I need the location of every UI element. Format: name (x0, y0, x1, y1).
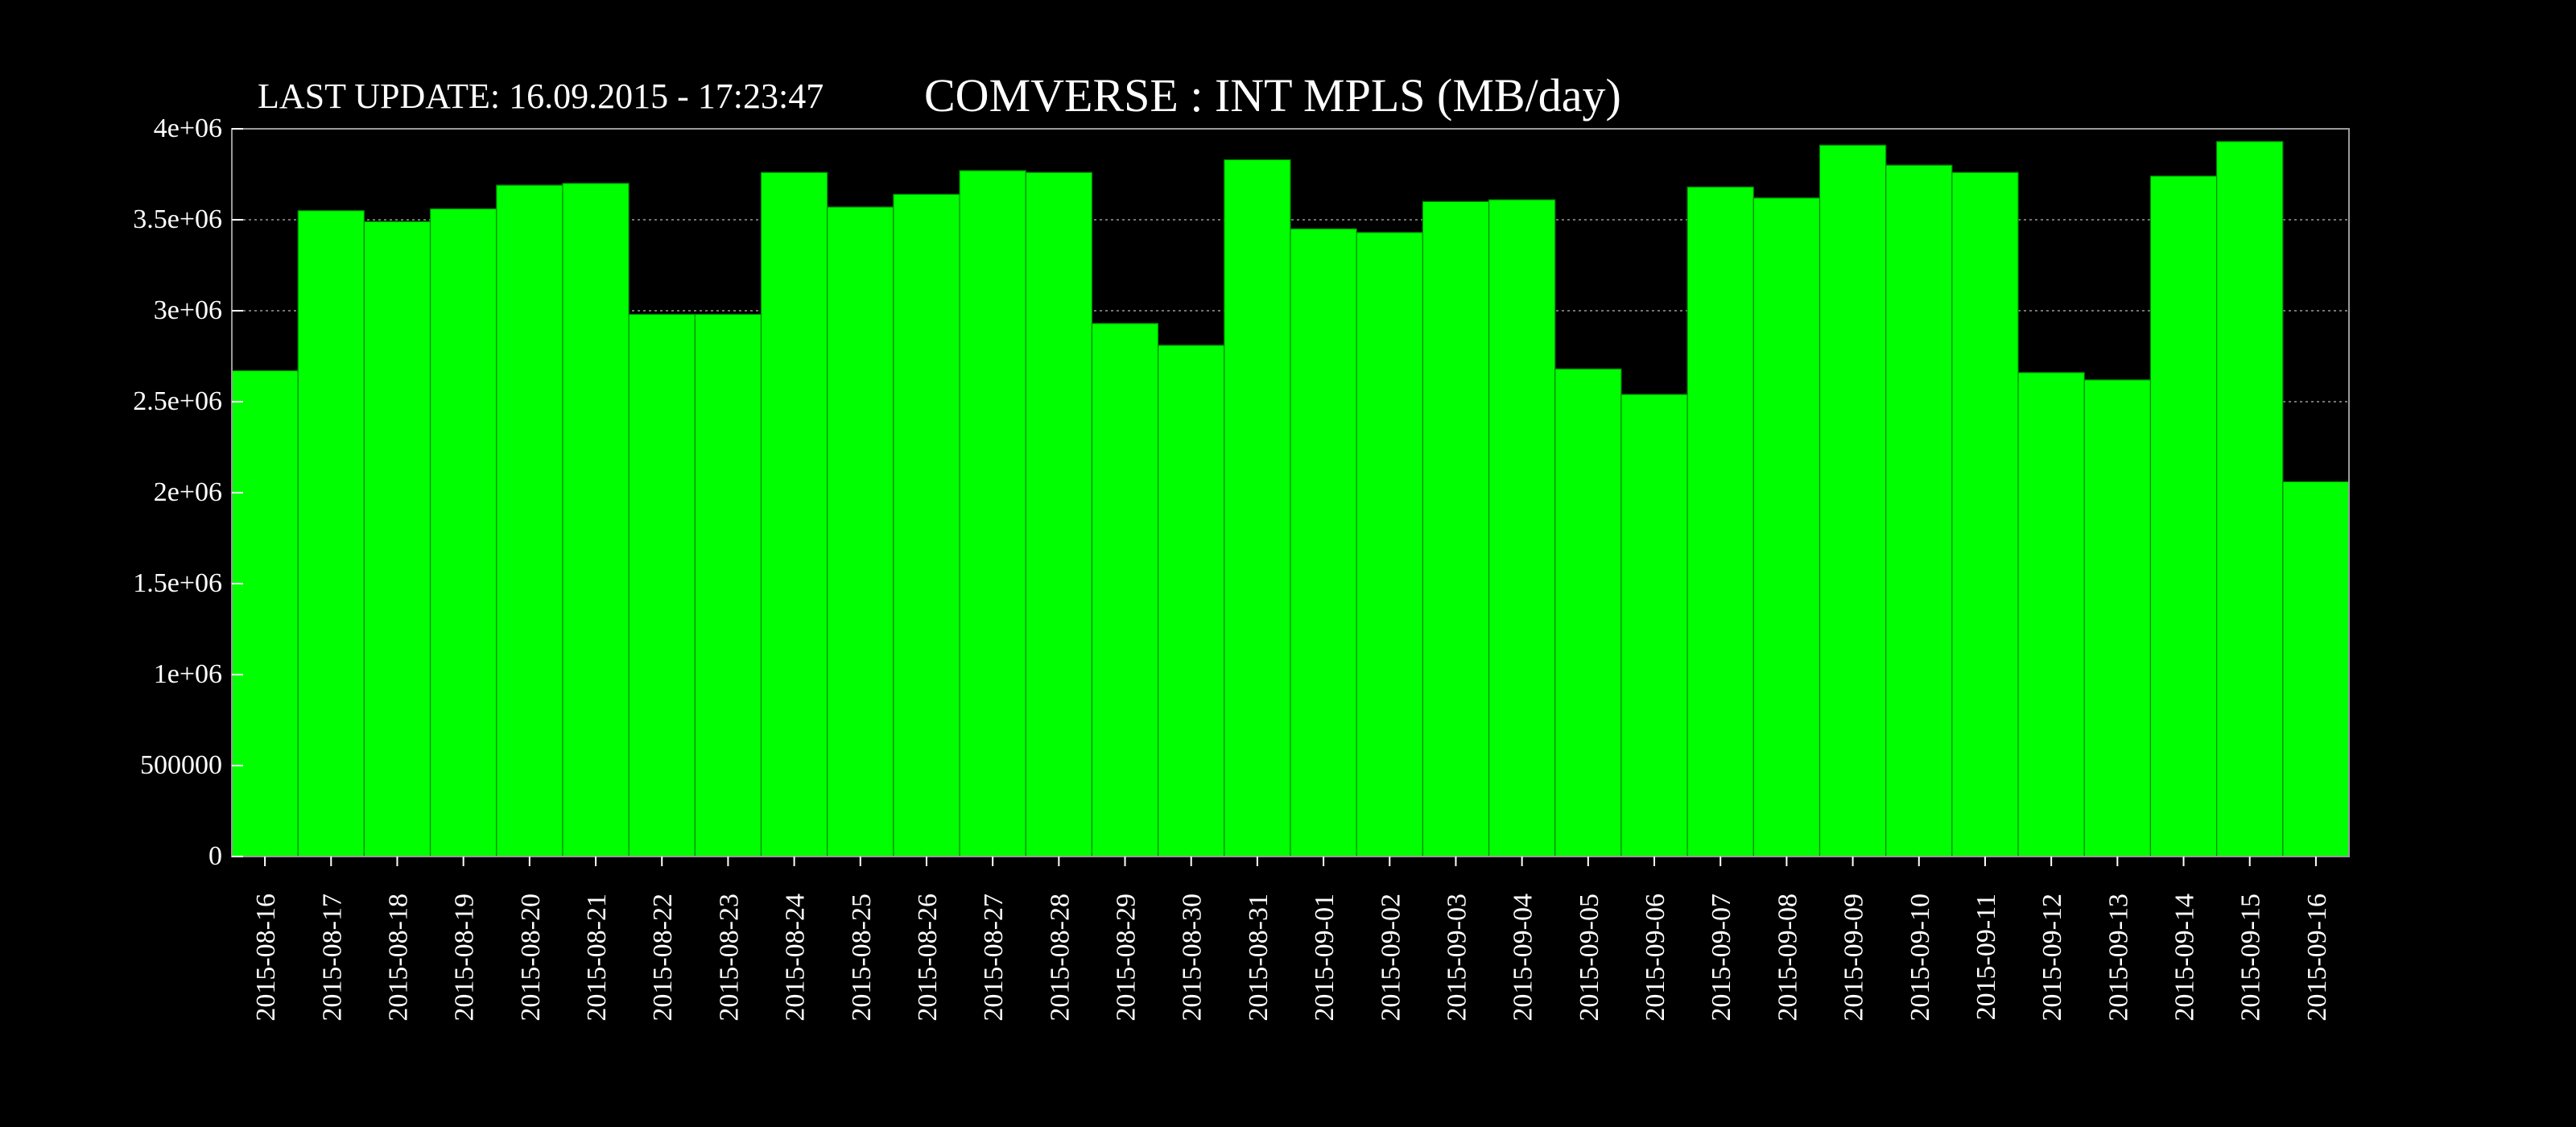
x-tick-label: 2015-09-06 (1641, 894, 1670, 1022)
bar-2015-09-07 (1686, 186, 1754, 857)
y-tick-label: 2.5e+06 (133, 386, 222, 416)
y-tick-label: 1e+06 (154, 659, 222, 689)
y-tick-label: 1.5e+06 (133, 568, 222, 598)
bars (231, 141, 2350, 857)
y-tick-label: 2e+06 (154, 477, 222, 507)
bar-2015-09-14 (2149, 175, 2218, 857)
bar-2015-09-10 (1885, 164, 1953, 857)
x-tick-label: 2015-09-07 (1707, 894, 1736, 1022)
x-tick-label: 2015-09-02 (1376, 894, 1406, 1022)
x-tick-label: 2015-08-27 (979, 894, 1009, 1022)
x-tick-label: 2015-08-26 (913, 894, 943, 1022)
bar-2015-09-04 (1488, 199, 1556, 857)
bar-2015-08-20 (496, 184, 564, 857)
x-tick-label: 2015-08-29 (1112, 894, 1141, 1022)
x-tick-label: 2015-09-16 (2302, 894, 2332, 1022)
x-tick-label: 2015-08-16 (251, 894, 281, 1022)
x-tick-label: 2015-08-25 (847, 894, 877, 1022)
x-tick-label: 2015-08-20 (516, 894, 546, 1022)
bar-2015-09-12 (2017, 372, 2085, 857)
x-tick-label: 2015-08-23 (714, 894, 744, 1022)
bar-2015-09-03 (1422, 200, 1490, 857)
x-tick-label: 2015-08-22 (648, 894, 678, 1022)
bar-2015-09-05 (1554, 368, 1622, 857)
bar-2015-08-17 (297, 210, 365, 857)
bar-2015-09-11 (1951, 171, 2019, 857)
x-tick-label: 2015-09-08 (1773, 894, 1802, 1022)
y-tick-label: 500000 (140, 750, 222, 780)
bar-2015-09-15 (2216, 141, 2284, 857)
x-tick-label: 2015-08-30 (1178, 894, 1208, 1022)
bar-2015-08-24 (760, 171, 828, 857)
bar-2015-08-18 (363, 221, 431, 857)
bar-2015-09-01 (1290, 228, 1357, 857)
bar-2015-09-08 (1752, 197, 1821, 857)
x-tick-label: 2015-09-09 (1839, 894, 1869, 1022)
x-tick-label: 2015-09-04 (1509, 894, 1538, 1022)
x-tick-label: 2015-08-19 (450, 894, 480, 1022)
x-tick-label: 2015-08-28 (1045, 894, 1075, 1022)
bar-2015-08-21 (562, 183, 630, 857)
y-tick-label: 0 (208, 841, 222, 871)
x-tick-label: 2015-08-17 (317, 894, 347, 1022)
y-tick-label: 4e+06 (154, 114, 222, 143)
x-tick-label: 2015-09-15 (2236, 894, 2266, 1022)
x-tick-label: 2015-09-13 (2103, 894, 2133, 1022)
bar-2015-08-26 (893, 193, 960, 857)
chart-title: COMVERSE : INT MPLS (MB/day) (924, 69, 1621, 122)
bar-2015-08-27 (959, 170, 1026, 857)
bar-2015-09-02 (1356, 232, 1423, 857)
x-tick-label: 2015-09-14 (2170, 894, 2200, 1022)
x-tick-label: 2015-09-03 (1442, 894, 1472, 1022)
bar-2015-09-06 (1620, 394, 1688, 857)
bar-2015-08-31 (1224, 159, 1291, 857)
x-tick-label: 2015-09-11 (1971, 894, 2001, 1020)
bar-2015-09-16 (2282, 481, 2350, 857)
x-tick-label: 2015-09-10 (1905, 894, 1935, 1022)
y-axis: 0 500000 1e+06 1.5e+06 2e+06 2.5e+06 3e+06 3.5e… (133, 114, 243, 871)
x-tick-label: 2015-08-24 (781, 894, 811, 1022)
x-tick-label: 2015-08-18 (383, 894, 413, 1022)
x-tick-label: 2015-08-21 (582, 894, 612, 1022)
x-tick-label: 2015-09-05 (1575, 894, 1604, 1022)
bar-2015-08-28 (1025, 171, 1093, 857)
bar-2015-09-13 (2083, 379, 2152, 857)
x-tick-label: 2015-09-01 (1310, 894, 1340, 1022)
last-update-label: LAST UPDATE: 16.09.2015 - 17:23:47 (258, 76, 824, 116)
bar-2015-08-25 (827, 206, 894, 857)
bar-2015-08-29 (1091, 323, 1159, 857)
x-axis: 2015-08-16 2015-08-17 2015-08-18 2015-08-19… (251, 857, 2332, 1022)
bar-2015-08-22 (628, 313, 696, 857)
bar-2015-08-23 (694, 313, 762, 857)
x-tick-label: 2015-08-31 (1244, 894, 1274, 1022)
y-tick-label: 3e+06 (154, 295, 222, 325)
bar-2015-09-09 (1818, 144, 1887, 857)
bar-2015-08-16 (231, 369, 299, 857)
bar-2015-08-30 (1158, 345, 1225, 857)
bar-2015-08-19 (429, 208, 497, 857)
y-tick-label: 3.5e+06 (133, 204, 222, 234)
x-tick-label: 2015-09-12 (2037, 894, 2067, 1022)
